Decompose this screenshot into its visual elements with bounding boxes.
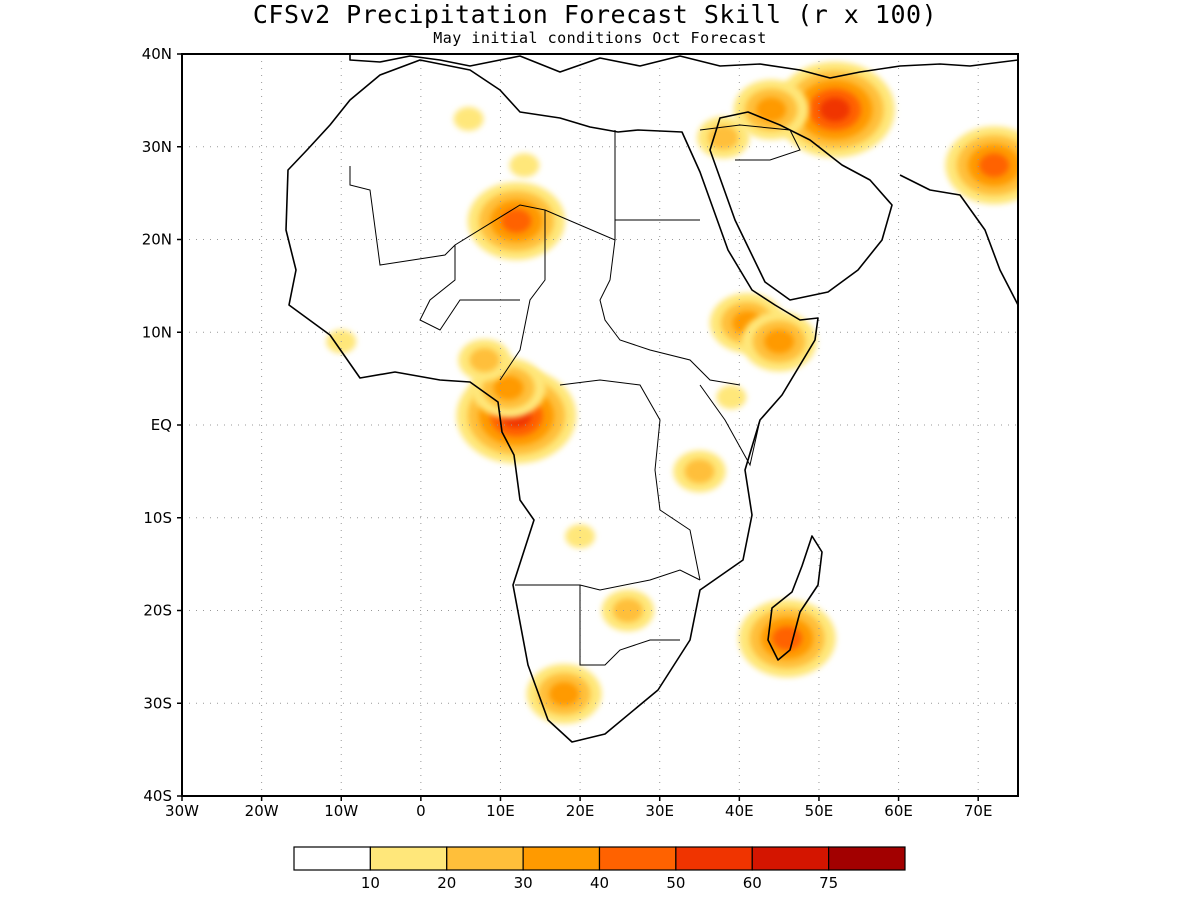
skill-patch	[453, 106, 484, 131]
map-background	[182, 54, 1018, 796]
lat-tick-label: 20S	[143, 602, 172, 620]
country-borders	[349, 124, 801, 666]
colorbar-label: 30	[514, 874, 533, 892]
border-line	[499, 210, 546, 381]
border-line	[579, 585, 680, 666]
colorbar-label: 20	[437, 874, 456, 892]
skill-patch	[756, 97, 787, 122]
skill-patch	[764, 329, 795, 354]
africa-coastline	[285, 59, 819, 743]
colorbar: 10 20 30 40 50 60 75	[293, 846, 906, 892]
lat-tick-label: 30S	[143, 694, 172, 712]
coastlines	[285, 54, 1018, 743]
skill-patch	[501, 208, 532, 233]
lon-tick-label: 50E	[805, 802, 834, 820]
lon-tick-label: 70E	[964, 802, 993, 820]
europe-coastline	[349, 54, 1018, 79]
skill-patch	[493, 375, 524, 400]
skill-patch	[509, 153, 540, 178]
lon-tick-label: 20E	[566, 802, 595, 820]
skill-patch	[469, 348, 500, 373]
lat-tick-label: 10N	[142, 323, 172, 341]
lon-tick-label: 60E	[884, 802, 913, 820]
colorbar-swatch	[446, 846, 524, 871]
colorbar-swatch	[293, 846, 371, 871]
madagascar-coastline	[767, 535, 823, 661]
lon-tick-label: 20W	[245, 802, 279, 820]
asia-coastline	[899, 174, 1018, 306]
skill-patch	[819, 97, 850, 122]
lon-tick-label: 10W	[324, 802, 358, 820]
skill-patch	[684, 459, 715, 484]
border-line	[699, 124, 801, 161]
border-line	[559, 379, 701, 581]
longitude-labels: 30W 20W 10W 0 10E 20E 30E 40E 50E 60E 70E	[165, 796, 992, 820]
colorbar-label: 75	[819, 874, 838, 892]
skill-patch	[708, 125, 739, 150]
border-line	[699, 384, 761, 467]
skill-patches	[326, 61, 1018, 724]
colorbar-swatch	[828, 846, 906, 871]
colorbar-swatch	[522, 846, 601, 871]
skill-patch	[565, 524, 596, 549]
lat-tick-label: EQ	[151, 416, 172, 434]
colorbar-label: 60	[743, 874, 762, 892]
colorbar-swatch	[751, 846, 830, 871]
skill-patch	[612, 598, 643, 623]
latitude-labels: 40N 30N 20N 10N EQ 10S 20S 30S 40S	[142, 45, 182, 805]
lon-tick-label: 30E	[645, 802, 674, 820]
colorbar-label: 10	[361, 874, 380, 892]
lat-tick-label: 10S	[143, 509, 172, 527]
skill-patch	[716, 385, 747, 410]
lat-tick-label: 40S	[143, 787, 172, 805]
lat-tick-label: 20N	[142, 231, 172, 249]
skill-patch	[979, 153, 1010, 178]
border-line	[599, 130, 741, 386]
lon-tick-label: 10E	[486, 802, 515, 820]
skill-patch	[549, 681, 580, 706]
lon-tick-label: 0	[416, 802, 426, 820]
lat-tick-label: 40N	[142, 45, 172, 63]
colorbar-swatch	[598, 846, 677, 871]
map-title: CFSv2 Precipitation Forecast Skill (r x …	[252, 0, 938, 29]
colorbar-label: 40	[590, 874, 609, 892]
border-line	[515, 569, 701, 591]
skill-patch	[772, 626, 803, 651]
lon-tick-label: 30W	[165, 802, 199, 820]
lon-tick-label: 40E	[725, 802, 754, 820]
colorbar-label: 50	[666, 874, 685, 892]
map-subtitle: May initial conditions Oct Forecast	[433, 29, 767, 47]
lat-tick-label: 30N	[142, 138, 172, 156]
border-line	[419, 245, 520, 331]
arabia-coastline	[709, 111, 893, 301]
colorbar-swatch	[675, 846, 753, 871]
colorbar-swatch	[369, 846, 448, 871]
